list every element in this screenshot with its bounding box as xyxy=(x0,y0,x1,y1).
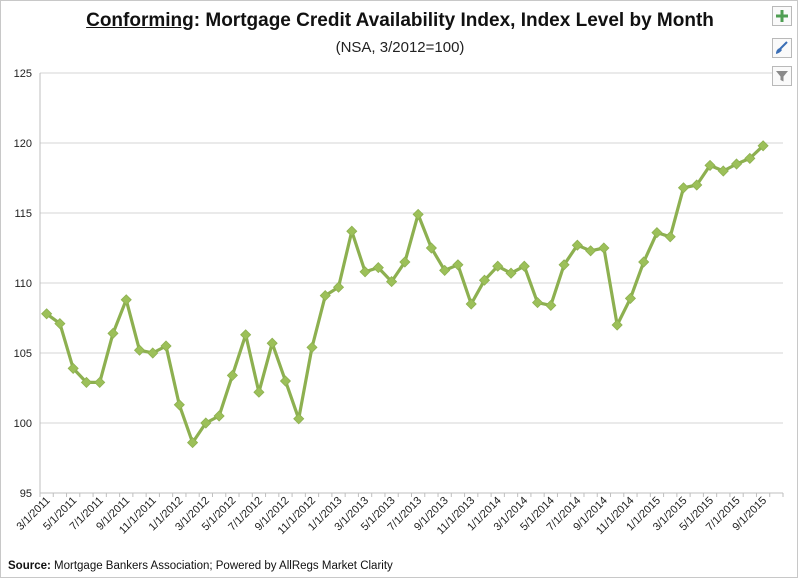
data-point xyxy=(492,260,504,272)
y-tick-label: 125 xyxy=(14,68,32,80)
data-point xyxy=(624,292,636,304)
chart-title-underlined: Conforming xyxy=(86,10,194,31)
data-point xyxy=(651,227,663,239)
data-point xyxy=(531,297,544,309)
data-point xyxy=(412,208,424,220)
data-point xyxy=(133,344,146,356)
source-label: Source: xyxy=(8,560,51,572)
data-point xyxy=(107,327,119,339)
data-point xyxy=(187,437,199,449)
data-point xyxy=(744,152,756,164)
y-tick-label: 120 xyxy=(14,138,32,150)
data-point xyxy=(691,179,703,191)
data-point xyxy=(80,376,93,388)
chart-subtitle: (NSA, 3/2012=100) xyxy=(335,39,465,56)
data-point xyxy=(425,242,437,254)
source-note: Source: Mortgage Bankers Association; Po… xyxy=(8,560,393,572)
y-tick-labels: 95 100 105 110 115 120 125 xyxy=(14,68,32,500)
data-point xyxy=(147,347,159,359)
data-point xyxy=(518,260,530,272)
data-point xyxy=(359,266,371,278)
series-index-level xyxy=(41,140,769,449)
data-point xyxy=(704,159,716,171)
data-point xyxy=(54,318,66,330)
data-point xyxy=(240,329,252,341)
data-point xyxy=(94,376,106,388)
data-point xyxy=(120,294,132,306)
data-point xyxy=(664,231,676,243)
data-point xyxy=(306,341,318,353)
data-point xyxy=(279,375,292,387)
data-point xyxy=(319,290,331,302)
data-point xyxy=(585,245,597,257)
source-text: Mortgage Bankers Association; Powered by… xyxy=(50,560,393,572)
data-point xyxy=(558,259,570,271)
chart-title-rest: : Mortgage Credit Availability Index, In… xyxy=(193,10,714,31)
data-point xyxy=(465,298,477,310)
data-point xyxy=(67,362,79,374)
data-point xyxy=(160,340,172,352)
data-point xyxy=(213,410,225,422)
data-point xyxy=(452,259,464,271)
chart-elements-button[interactable] xyxy=(772,6,792,26)
data-point xyxy=(173,399,185,411)
y-tick-label: 100 xyxy=(14,418,32,430)
data-point xyxy=(372,262,384,274)
data-point xyxy=(386,276,398,288)
chart-title: Conforming: Mortgage Credit Availability… xyxy=(0,10,800,32)
x-tick-labels: 3/1/20115/1/20117/1/20119/1/201111/1/201… xyxy=(15,495,770,538)
data-point xyxy=(478,274,491,286)
y-tick-label: 110 xyxy=(14,278,32,290)
axes xyxy=(39,73,784,497)
y-tick-label: 115 xyxy=(14,208,32,220)
data-point xyxy=(200,417,212,429)
data-point xyxy=(253,386,265,398)
data-point xyxy=(41,308,53,320)
data-point xyxy=(505,267,517,279)
filter-icon xyxy=(776,71,788,82)
plus-icon xyxy=(776,10,788,22)
series-line xyxy=(44,144,765,445)
chart-filters-button[interactable] xyxy=(772,66,792,86)
chart-styles-button[interactable] xyxy=(772,38,792,58)
data-point xyxy=(611,319,623,331)
gridlines xyxy=(40,72,783,424)
data-point xyxy=(346,225,358,237)
data-point xyxy=(439,264,451,276)
data-point xyxy=(332,281,345,293)
y-tick-label: 95 xyxy=(20,488,32,500)
data-point xyxy=(730,158,743,170)
data-point xyxy=(717,165,729,177)
data-point xyxy=(677,182,690,194)
data-point xyxy=(293,413,305,425)
brush-icon xyxy=(776,41,788,54)
data-point xyxy=(757,140,769,152)
data-point xyxy=(598,242,610,254)
y-tick-label: 105 xyxy=(14,348,32,360)
data-point xyxy=(638,256,650,268)
data-point xyxy=(266,337,278,349)
data-point xyxy=(399,256,411,268)
data-point xyxy=(545,299,557,311)
data-point xyxy=(571,239,583,251)
data-point xyxy=(226,369,238,381)
